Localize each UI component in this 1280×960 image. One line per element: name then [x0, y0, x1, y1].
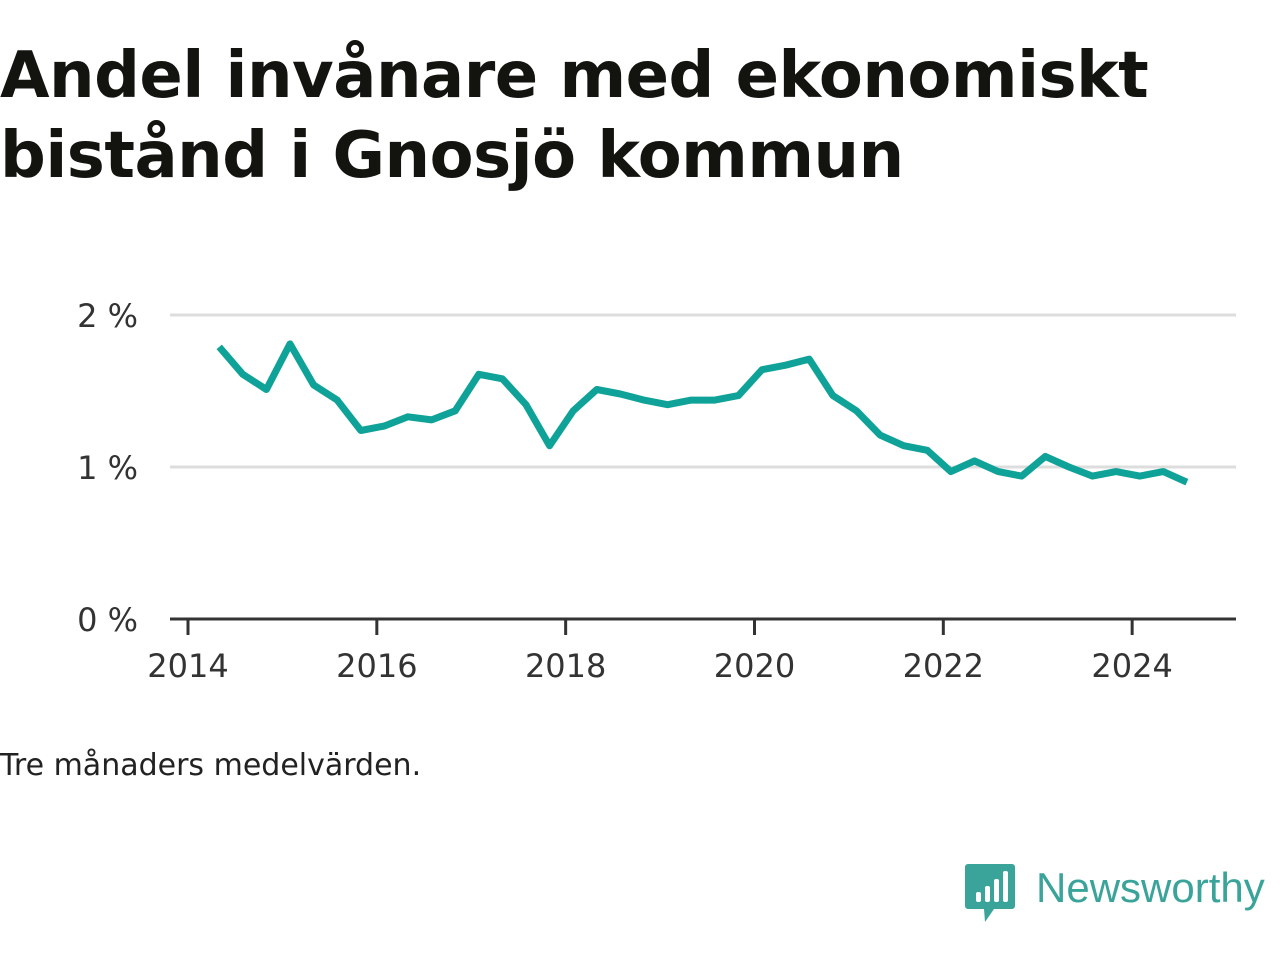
data-point: [1018, 473, 1025, 480]
data-point: [617, 391, 624, 398]
data-point: [1089, 473, 1096, 480]
gridlines: [170, 315, 1236, 467]
data-point: [405, 413, 412, 420]
bar-chart-speech-bubble-icon: [964, 862, 1016, 924]
data-point: [853, 407, 860, 414]
y-tick-label: 0 %: [77, 601, 138, 639]
data-point: [1136, 473, 1143, 480]
data-point: [546, 442, 553, 449]
x-tick-label: 2022: [903, 647, 984, 685]
data-point: [688, 397, 695, 404]
data-point: [239, 371, 246, 378]
data-point: [428, 416, 435, 423]
x-tick-label: 2020: [714, 647, 795, 685]
data-point: [1065, 464, 1072, 471]
data-point: [452, 407, 459, 414]
y-tick-label: 1 %: [77, 449, 138, 487]
y-tick-label: 2 %: [77, 297, 138, 335]
data-point: [1183, 479, 1190, 486]
data-point: [759, 366, 766, 373]
x-tick-label: 2024: [1091, 647, 1172, 685]
data-point: [782, 362, 789, 369]
data-point: [711, 397, 718, 404]
data-point: [829, 392, 836, 399]
data-point: [1042, 453, 1049, 460]
data-point: [995, 468, 1002, 475]
brand-logo[interactable]: Newsworthy: [964, 862, 1265, 926]
data-point: [806, 356, 813, 363]
data-point: [216, 343, 223, 350]
data-point: [971, 457, 978, 464]
data-point: [310, 381, 317, 388]
x-tick-label: 2016: [336, 647, 417, 685]
data-point: [523, 401, 530, 408]
data-point: [593, 386, 600, 393]
data-point: [664, 401, 671, 408]
data-point: [877, 432, 884, 439]
y-axis-ticks: 0 % 1 % 2 %: [77, 297, 138, 639]
data-point: [357, 427, 364, 434]
data-point: [570, 407, 577, 414]
series-layer: [216, 340, 1191, 485]
series-line: [219, 344, 1187, 482]
data-point: [475, 371, 482, 378]
data-point: [900, 442, 907, 449]
brand-name: Newsworthy: [1036, 862, 1265, 914]
data-point: [1160, 468, 1167, 475]
x-tick-label: 2018: [525, 647, 606, 685]
x-tick-label: 2014: [147, 647, 228, 685]
data-point: [641, 397, 648, 404]
data-point: [1113, 468, 1120, 475]
line-chart: 0 % 1 % 2 % 2014 2016 2018 2020 2022 2024: [0, 0, 1280, 960]
data-point: [924, 447, 931, 454]
data-point: [947, 468, 954, 475]
data-point: [499, 375, 506, 382]
chart-caption: Tre månaders medelvärden.: [0, 746, 421, 786]
data-point: [287, 340, 294, 347]
data-point: [263, 386, 270, 393]
data-point: [381, 423, 388, 430]
data-point: [334, 397, 341, 404]
x-axis: 2014 2016 2018 2020 2022 2024: [147, 619, 1236, 685]
data-point: [735, 392, 742, 399]
